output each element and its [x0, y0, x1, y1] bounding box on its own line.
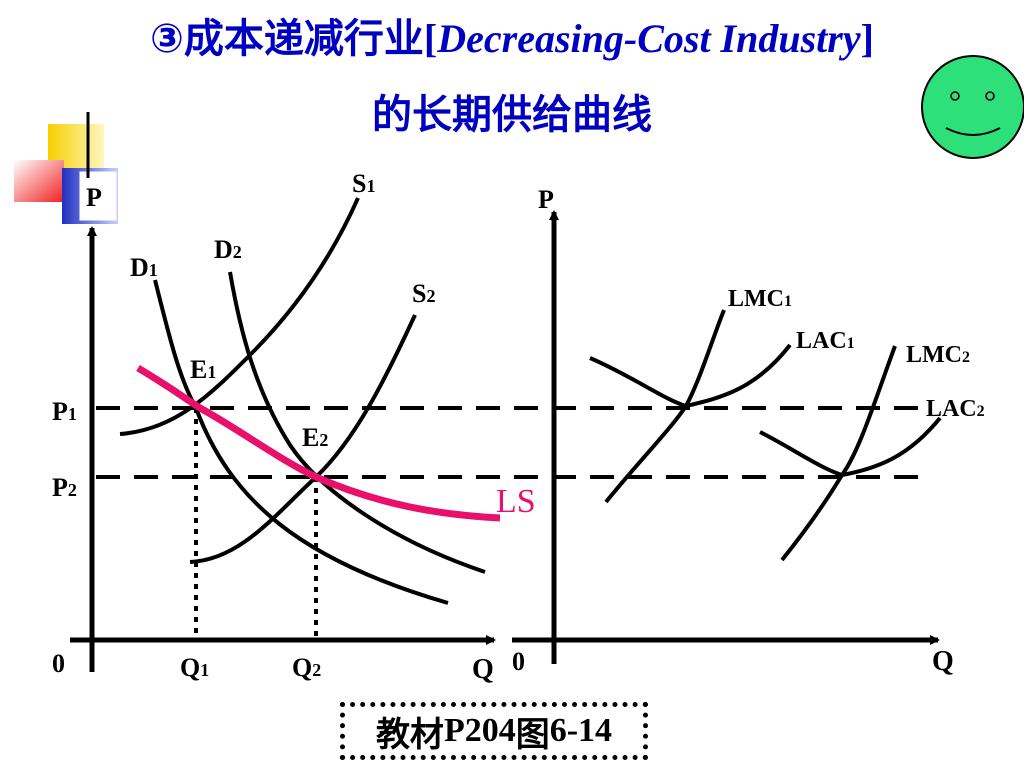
right-y-axis-label: P: [538, 185, 554, 214]
title-english: Decreasing-Cost Industry: [437, 16, 861, 61]
lac1-label: LAC1: [796, 328, 855, 354]
q1-label: Q1: [180, 653, 209, 682]
s2-label: S2: [412, 279, 435, 308]
corner-blocks-icon: P: [14, 112, 1024, 224]
right-x-axis-label: Q: [932, 646, 954, 677]
left-graph: S1 S2 D1 D2 E1 E2 LS P1 P2 0 Q1 Q2 Q: [52, 169, 922, 685]
lac2-curve: [759, 416, 942, 478]
caption-figure-number: 6-14: [549, 712, 613, 749]
ls-label: LS: [496, 483, 536, 520]
left-y-axis-label: P: [86, 183, 102, 212]
textbook-reference-caption: 教材 P204 图 6-14: [340, 702, 648, 760]
caption-figure-word: 图: [515, 714, 550, 755]
title-bracket-close: ]: [860, 16, 874, 61]
q2-label: Q2: [292, 653, 321, 682]
ls-curve: [136, 364, 501, 522]
lmc2-curve: [780, 345, 897, 562]
lmc1-curve: [604, 309, 726, 504]
smiley-face-icon: [921, 55, 1024, 159]
title-chinese: ③成本递减行业: [150, 16, 424, 62]
d1-curve: [153, 279, 449, 605]
left-x-axis-label: Q: [472, 654, 494, 685]
left-origin-label: 0: [52, 649, 65, 678]
lmc1-label: LMC1: [728, 286, 792, 312]
right-origin-label: 0: [512, 647, 525, 676]
p2-label: P2: [52, 473, 77, 502]
e1-label: E1: [190, 355, 216, 384]
caption-page: P204: [443, 712, 516, 749]
s1-label: S1: [352, 169, 375, 198]
page-subtitle: 的长期供给曲线: [372, 92, 652, 138]
right-graph: P 0 Q LMC1 LAC1 LMC2 LAC2: [512, 185, 985, 677]
page-title: ③成本递减行业[Decreasing-Cost Industry]: [0, 6, 1024, 64]
title-bracket-open: [: [423, 16, 438, 61]
lmc2-label: LMC2: [906, 342, 970, 368]
d2-curve: [228, 271, 486, 574]
p1-label: P1: [52, 397, 77, 426]
d1-label: D1: [130, 253, 158, 282]
lac2-label: LAC2: [926, 396, 985, 422]
caption-prefix: 教材: [375, 714, 444, 755]
e2-label: E2: [302, 423, 328, 452]
d2-label: D2: [214, 235, 242, 264]
